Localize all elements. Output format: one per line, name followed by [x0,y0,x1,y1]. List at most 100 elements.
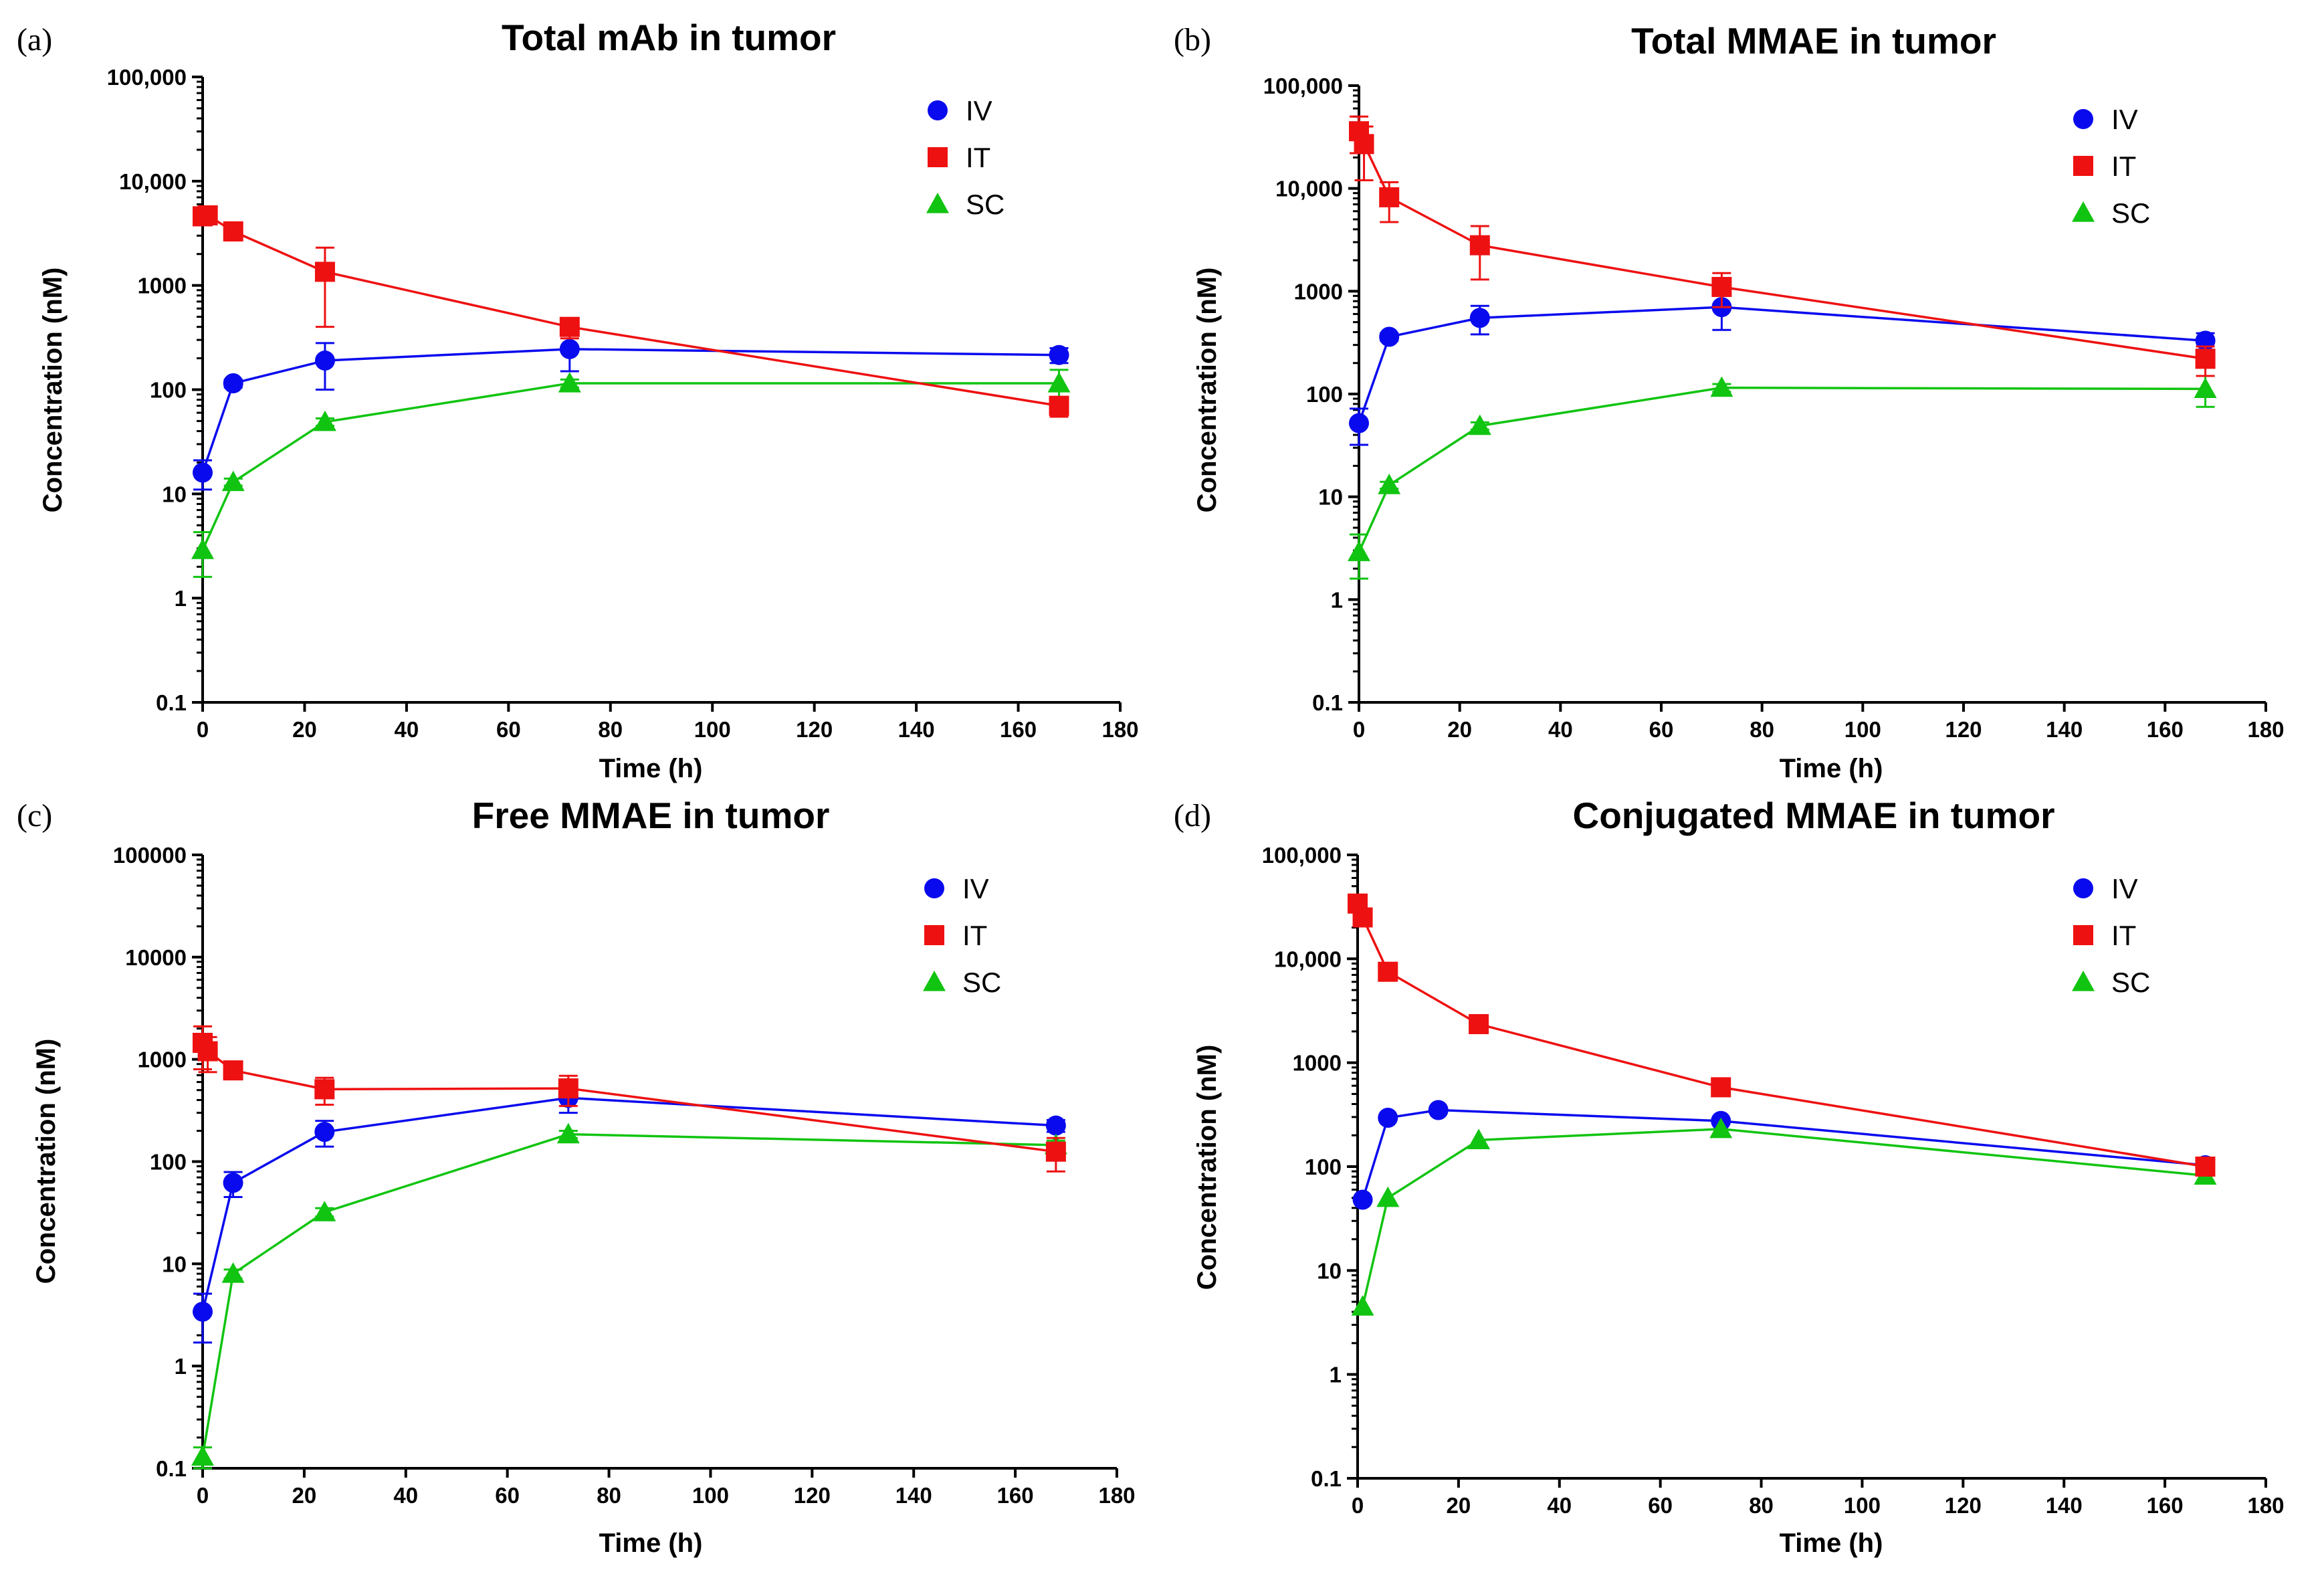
y-tick-label: 1 [1331,587,1343,612]
x-tick-label: 120 [794,1483,831,1508]
y-tick-label: 1000 [138,274,187,298]
series-sc [191,1122,1067,1470]
x-tick-label: 60 [1649,717,1674,742]
x-tick-label: 60 [496,717,521,742]
y-tick-label: 100 [150,378,187,403]
x-tick-label: 100 [1844,717,1881,742]
data-point-iv [559,338,580,359]
y-tick-label: 10 [162,482,187,506]
data-point-it [558,1078,578,1099]
x-tick-label: 20 [292,1483,317,1508]
legend-label-it: IT [2111,151,2136,182]
series-it [1349,115,2216,377]
data-point-it [223,1060,243,1081]
y-tick-label: 10 [1317,1258,1342,1283]
series-sc [191,369,1071,578]
legend-marker-iv [928,100,948,120]
x-axis-label: Time (h) [1780,1528,1883,1558]
data-point-iv [314,351,335,371]
y-tick-label: 100000 [113,843,187,868]
series-line-iv [1361,1108,2206,1201]
data-point-iv [1378,1108,1398,1128]
legend-label-sc: SC [2111,967,2150,998]
data-point-sc [1710,376,1733,397]
x-axis-label: Time (h) [599,1528,703,1558]
data-point-it [1711,1077,1731,1098]
y-tick-label: 100 [1306,382,1343,407]
series-line-sc [1358,386,2206,553]
y-tick-label: 1 [175,1354,187,1379]
x-tick-label: 40 [1547,1493,1572,1518]
data-point-sc [221,470,245,492]
x-tick-label: 20 [1447,717,1472,742]
x-tick-label: 100 [694,717,731,742]
legend-marker-iv [2073,878,2093,898]
data-point-iv [223,373,243,394]
legend-marker-it [2073,156,2093,176]
data-point-it [223,221,243,241]
chart-title: Total mAb in tumor [502,17,836,58]
x-tick-label: 20 [1447,1493,1471,1518]
y-tick-label: 1 [1330,1363,1342,1387]
series-line-sc [201,1132,1056,1457]
y-tick-label: 10,000 [1274,947,1342,971]
legend-label-sc: SC [962,967,1001,998]
data-point-it [197,1041,218,1062]
data-point-it [1352,907,1373,928]
y-tick-label: 0.1 [1311,1466,1342,1491]
x-tick-label: 40 [393,1483,418,1508]
data-point-iv [1352,1189,1373,1210]
data-point-iv [193,462,213,483]
series-it [193,1025,1066,1173]
legend-label-iv: IV [962,873,989,904]
legend-marker-it [928,147,948,167]
chart-title: Conjugated MMAE in tumor [1572,795,2054,836]
y-tick-label: 10000 [125,945,187,970]
data-point-sc [1467,1128,1491,1149]
y-tick-label: 100,000 [107,65,187,90]
x-axis-label: Time (h) [599,754,703,783]
data-point-iv [1469,308,1490,328]
y-axis-label: Concentration (nM) [38,268,68,513]
series-sc [1348,375,2217,580]
legend-marker-it [2073,925,2093,945]
x-tick-label: 160 [2147,717,2184,742]
data-point-it [314,1079,335,1100]
data-point-it [1711,276,1732,297]
data-point-sc [1351,1295,1374,1316]
legend-label-it: IT [962,920,987,951]
x-tick-label: 0 [197,1483,209,1508]
data-point-iv [1428,1100,1449,1120]
data-point-sc [313,410,336,431]
data-point-it [1469,1014,1489,1035]
x-axis-label: Time (h) [1780,754,1883,783]
series-it [193,205,1069,418]
legend-marker-it [924,925,944,945]
data-point-it [1045,1141,1066,1162]
y-tick-label: 1000 [1294,279,1343,304]
x-tick-label: 140 [2046,1493,2083,1518]
data-point-it [1049,395,1069,416]
data-point-sc [556,1122,580,1144]
x-tick-label: 0 [197,717,209,742]
y-tick-label: 100 [1305,1155,1342,1179]
panel-letter: (b) [1174,22,1211,58]
data-point-sc [558,372,581,393]
x-tick-label: 80 [597,1483,621,1508]
chart-title: Free MMAE in tumor [472,795,830,836]
data-point-iv [193,1301,213,1322]
y-tick-label: 0.1 [156,1456,187,1481]
data-point-it [1379,187,1400,207]
x-tick-label: 180 [1101,717,1138,742]
series-line-sc [1361,1128,2206,1307]
data-point-sc [1709,1117,1733,1138]
legend-label-iv: IV [2111,873,2138,904]
x-tick-label: 160 [997,1483,1034,1508]
data-point-it [2195,1157,2216,1177]
legend-label-sc: SC [966,189,1005,220]
legend-label-iv: IV [966,95,992,126]
y-tick-label: 10 [1318,485,1343,510]
chart-panel-3: (d) Conjugated MMAE in tumor 0 20 40 60 80 100 1… [1174,795,2285,1558]
chart-title: Total MMAE in tumor [1631,20,1996,62]
